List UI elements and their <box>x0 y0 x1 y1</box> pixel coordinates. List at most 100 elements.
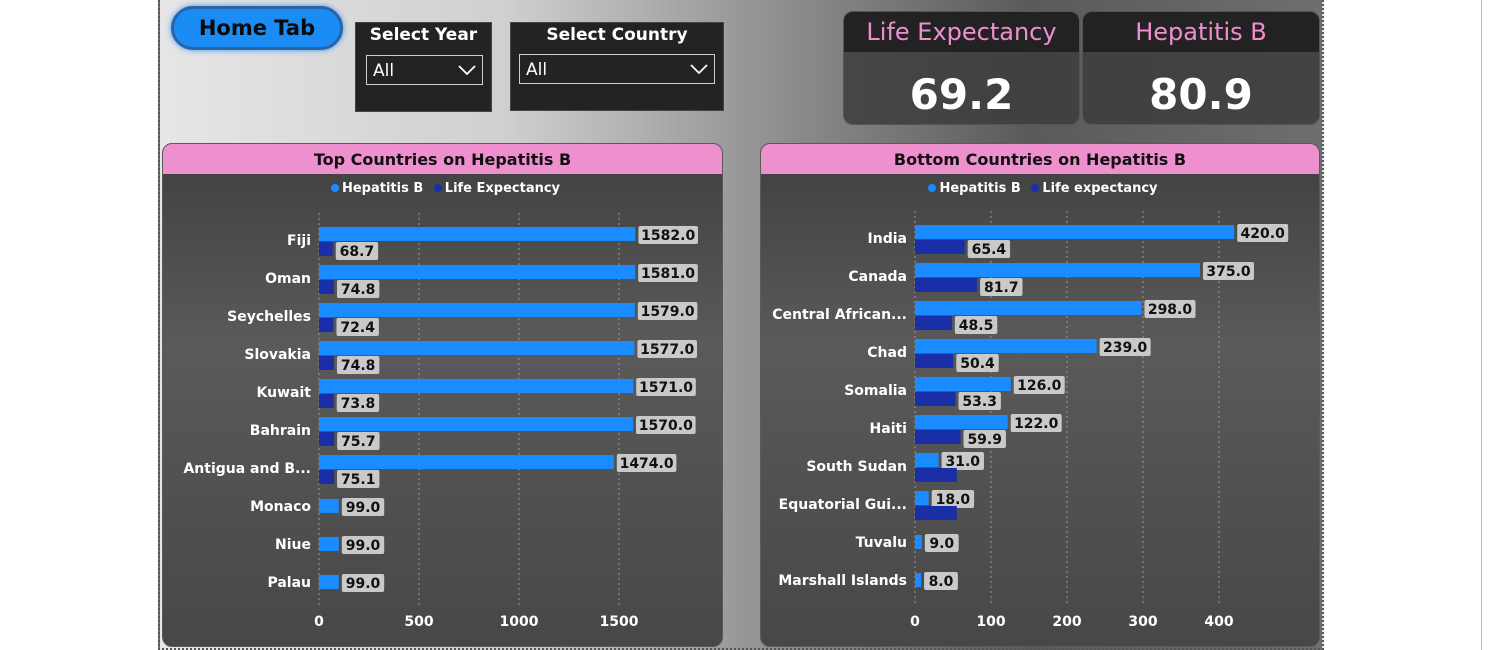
data-label-hepatitis-b: 9.0 <box>929 536 954 552</box>
bar-hepatitis-b <box>915 263 1200 277</box>
x-tick-label: 1000 <box>500 614 539 630</box>
kpi-value: 80.9 <box>1149 70 1253 119</box>
data-label-life-expectancy: 50.4 <box>960 356 995 372</box>
data-label-box <box>1010 414 1062 432</box>
data-label-box <box>963 430 1006 448</box>
data-label-hepatitis-b: 8.0 <box>929 574 954 590</box>
chevron-down-icon <box>690 64 708 75</box>
data-label-box <box>967 240 1011 258</box>
x-tick-label: 500 <box>404 614 433 630</box>
bar-life-expectancy <box>319 280 334 294</box>
category-label: Slovakia <box>244 347 311 363</box>
country-slicer-title: Select Country <box>546 25 688 45</box>
data-label-box <box>1144 300 1196 318</box>
country-dropdown-value: All <box>526 60 548 80</box>
data-label-life-expectancy: 73.8 <box>341 396 376 412</box>
data-label-box <box>336 356 380 374</box>
country-slicer: Select Country All <box>510 22 724 111</box>
category-label: Haiti <box>870 421 907 437</box>
data-label-hepatitis-b: 375.0 <box>1206 264 1251 280</box>
data-label-hepatitis-b: 1570.0 <box>639 418 693 434</box>
legend-dot-life <box>433 184 442 192</box>
data-label-box <box>335 242 379 260</box>
report-canvas: Home Tab Select Year All Select Country … <box>158 0 1324 650</box>
bar-hepatitis-b <box>319 379 634 393</box>
bottom-countries-chart: Bottom Countries on Hepatitis B Hepatiti… <box>760 143 1320 647</box>
bar-hepatitis-b <box>319 303 635 317</box>
year-dropdown[interactable]: All <box>366 55 483 85</box>
page-edge-rule <box>1481 0 1482 650</box>
x-tick-label: 300 <box>1128 614 1157 630</box>
data-label-hepatitis-b: 1474.0 <box>620 456 674 472</box>
data-label-hepatitis-b: 18.0 <box>936 492 971 508</box>
data-label-box <box>1237 224 1289 242</box>
bar-life-expectancy <box>915 240 965 254</box>
data-label-box <box>980 278 1023 296</box>
category-label: Oman <box>265 271 311 287</box>
bar-hepatitis-b <box>915 225 1235 239</box>
kpi-value: 69.2 <box>909 70 1014 119</box>
x-tick-label: 1500 <box>600 614 639 630</box>
legend-label: Life expectancy <box>1042 181 1158 196</box>
country-dropdown[interactable]: All <box>519 54 715 84</box>
data-label-box <box>637 340 697 358</box>
data-label-box <box>924 534 959 552</box>
data-label-life-expectancy: 75.1 <box>341 472 376 488</box>
chart-title: Bottom Countries on Hepatitis B <box>761 144 1319 174</box>
category-label: Tuvalu <box>856 535 907 551</box>
data-label-hepatitis-b: 239.0 <box>1103 340 1148 356</box>
data-label-life-expectancy: 75.7 <box>341 434 376 450</box>
data-label-box <box>341 536 385 554</box>
bar-hepatitis-b <box>915 491 929 505</box>
data-label-hepatitis-b: 99.0 <box>346 576 381 592</box>
data-label-hepatitis-b: 99.0 <box>346 538 381 554</box>
bar-hepatitis-b <box>319 341 635 355</box>
bar-hepatitis-b <box>915 301 1142 315</box>
data-label-box <box>954 316 998 334</box>
data-label-life-expectancy: 68.7 <box>340 244 375 260</box>
home-tab-button[interactable]: Home Tab <box>171 6 343 50</box>
category-label: Seychelles <box>227 309 311 325</box>
kpi-card-life-expectancy: Life Expectancy 69.2 <box>843 11 1080 125</box>
data-label-box <box>636 416 696 434</box>
data-label-box <box>931 490 975 508</box>
kpi-label: Hepatitis B <box>1083 12 1319 52</box>
bar-hepatitis-b <box>915 535 922 549</box>
category-label: Monaco <box>250 499 311 515</box>
data-label-box <box>956 354 999 372</box>
category-label: Chad <box>867 345 907 361</box>
legend-label: Hepatitis B <box>341 181 424 196</box>
category-label: Marshall Islands <box>778 573 907 589</box>
bar-hepatitis-b <box>915 573 922 587</box>
bar-life-expectancy <box>319 394 334 408</box>
category-label: Palau <box>267 575 311 591</box>
data-label-hepatitis-b: 99.0 <box>346 500 381 516</box>
data-label-box <box>636 378 696 396</box>
chart-title: Top Countries on Hepatitis B <box>163 144 722 174</box>
category-label: India <box>868 231 907 247</box>
data-label-hepatitis-b: 126.0 <box>1017 378 1062 394</box>
data-label-life-expectancy: 81.7 <box>984 280 1019 296</box>
chevron-down-icon <box>458 65 476 76</box>
data-label-box <box>337 470 380 488</box>
data-label-box <box>336 394 380 412</box>
bar-life-expectancy <box>319 356 334 370</box>
data-label-life-expectancy: 53.3 <box>962 394 997 410</box>
category-label: Equatorial Gui... <box>779 497 907 513</box>
data-label-hepatitis-b: 31.0 <box>945 454 980 470</box>
bar-life-expectancy <box>319 318 334 332</box>
data-label-box <box>924 572 958 590</box>
data-label-box <box>941 452 984 470</box>
data-label-hepatitis-b: 298.0 <box>1148 302 1193 318</box>
data-label-box <box>341 574 385 592</box>
chart-legend: Hepatitis B Life expectancy <box>761 181 1319 196</box>
bar-chart-svg: 0 500 1000 1500 Fiji 1582.0 68.7 Oman 1581.0 74.8… <box>183 213 698 630</box>
data-label-box <box>1099 338 1151 356</box>
category-label: Fiji <box>287 233 311 249</box>
x-tick-label: 100 <box>976 614 1005 630</box>
data-label-box <box>638 264 698 282</box>
category-label: Canada <box>848 269 907 285</box>
bar-hepatitis-b <box>319 499 339 513</box>
year-dropdown-value: All <box>373 61 395 81</box>
data-label-box <box>337 432 380 450</box>
